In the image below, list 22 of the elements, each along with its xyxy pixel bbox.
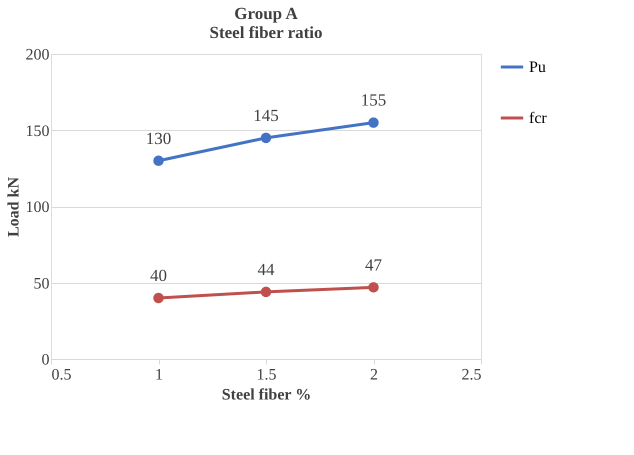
- legend-label: Pu: [529, 59, 546, 76]
- x-tick-label: 2: [370, 366, 378, 384]
- x-tick-label: 2.5: [462, 366, 482, 384]
- x-axis-title: Steel fiber %: [222, 386, 312, 404]
- data-label: 130: [146, 128, 172, 148]
- x-tick-label: 1.5: [256, 366, 276, 384]
- y-tick-label: 100: [26, 199, 50, 216]
- y-tick-label: 150: [26, 122, 50, 140]
- y-tick-label: 50: [34, 275, 50, 292]
- y-axis-title: Load kN: [6, 176, 22, 238]
- chart-title: Group A: [234, 4, 298, 23]
- y-tick-label: 0: [42, 352, 50, 368]
- data-label: 145: [253, 106, 279, 125]
- data-label: 155: [360, 90, 386, 110]
- data-label: 44: [258, 260, 275, 279]
- x-tick-label: 1: [155, 366, 163, 384]
- x-tick-label: 0.5: [52, 366, 72, 384]
- chart-subtitle: Steel fiber ratio: [210, 23, 322, 42]
- y-tick-label: 200: [26, 46, 50, 64]
- data-label: 40: [150, 266, 167, 285]
- data-label: 47: [365, 255, 382, 274]
- legend-label: fcr: [529, 110, 548, 127]
